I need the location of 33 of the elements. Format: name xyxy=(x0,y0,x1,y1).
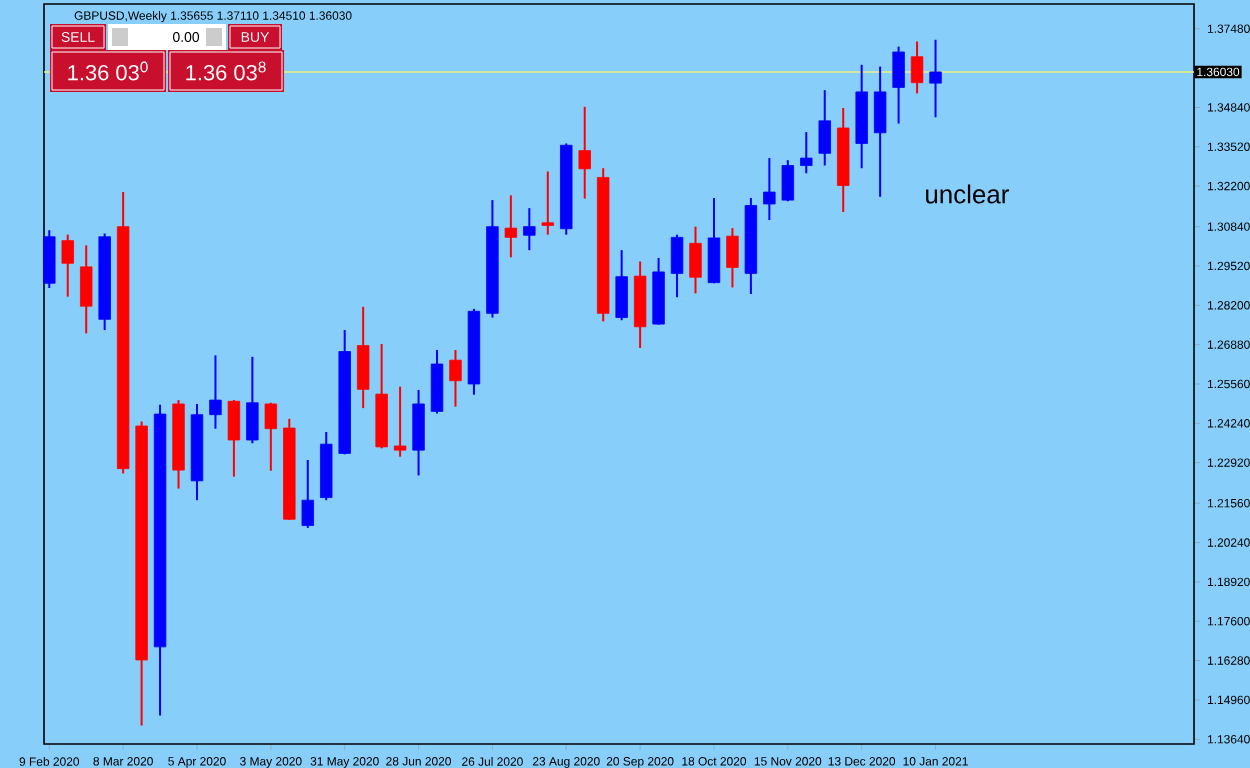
candlestick xyxy=(209,354,222,430)
annotation: unclear xyxy=(926,184,1009,204)
candlestick xyxy=(412,388,425,477)
candlestick xyxy=(615,249,628,322)
candlestick xyxy=(873,65,887,198)
candlestick xyxy=(818,89,831,167)
candlestick xyxy=(726,227,739,289)
candlestick xyxy=(80,244,93,335)
candlestick xyxy=(541,170,554,236)
candlestick xyxy=(430,349,444,415)
candlestick xyxy=(578,105,591,200)
candlestick xyxy=(910,40,924,95)
candlestick xyxy=(61,233,74,298)
candlestick xyxy=(356,305,370,410)
candlestick xyxy=(689,225,702,295)
candlestick xyxy=(227,399,241,478)
annotation: 1.36 03$^{8}$ xyxy=(186,61,266,81)
candlestick xyxy=(929,38,942,119)
candlestick xyxy=(393,385,407,458)
annotation: 1.36 03$^{0}$ xyxy=(68,61,148,81)
candlestick xyxy=(523,207,536,252)
candlestick xyxy=(246,355,259,445)
candlestick xyxy=(264,401,278,472)
candlestick xyxy=(670,233,684,299)
candlestick xyxy=(763,157,776,222)
candlestick xyxy=(301,458,314,529)
candlestick xyxy=(707,197,721,285)
candlestick xyxy=(43,229,56,290)
candlestick xyxy=(892,45,905,125)
candlestick xyxy=(781,159,795,203)
candlestick xyxy=(449,349,462,408)
candlestick xyxy=(800,131,813,175)
candlestick xyxy=(504,194,518,259)
